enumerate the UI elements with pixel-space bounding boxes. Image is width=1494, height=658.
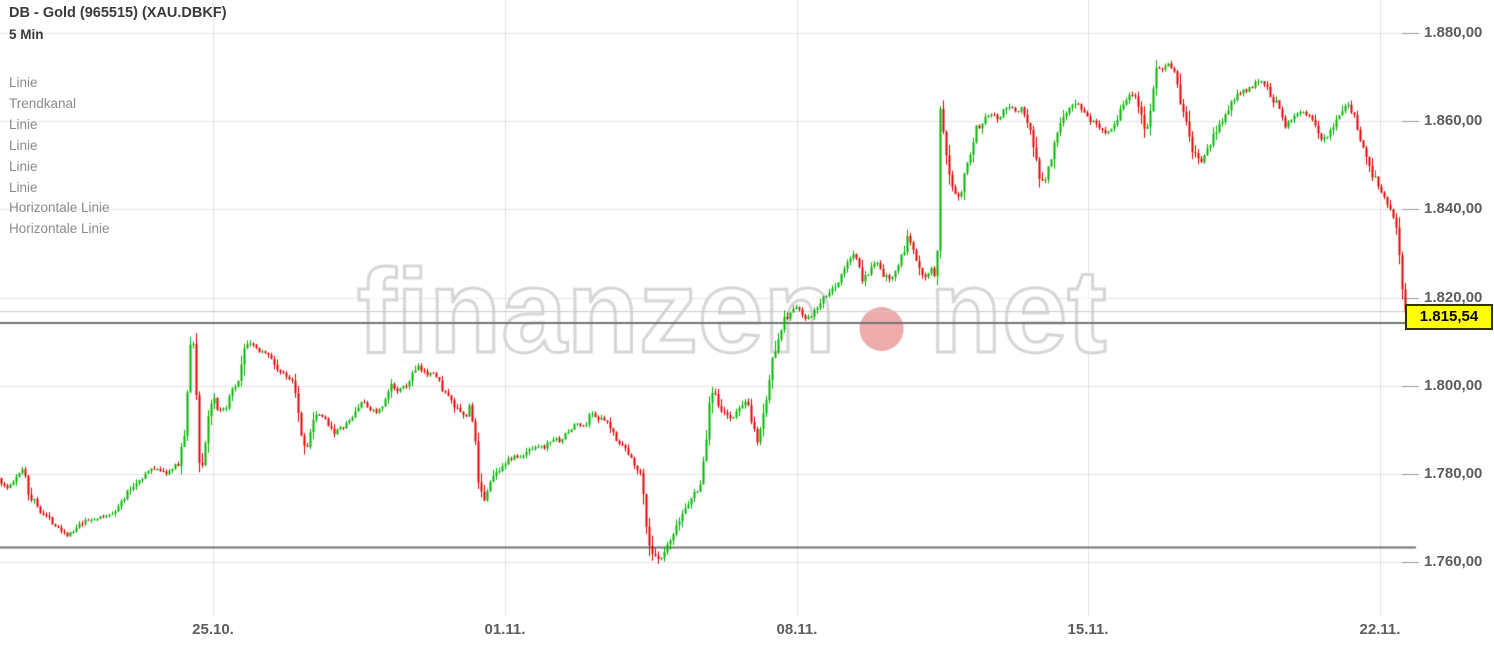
annotation-label: Horizontale Linie <box>9 221 110 237</box>
annotation-label: Trendkanal <box>9 95 77 111</box>
drawing-annotations-list: Linie Trendkanal Linie Linie Linie Linie Horiz… <box>9 73 110 240</box>
x-axis-label: 25.10. <box>192 621 234 638</box>
annotation-label: Linie <box>9 75 38 90</box>
annotation-label: Linie <box>9 179 38 195</box>
annotation-label: Linie <box>9 116 38 132</box>
y-axis-label: 1.860,00 <box>1424 112 1483 130</box>
y-axis-label: 1.760,00 <box>1424 553 1483 571</box>
y-axis-label: 1.840,00 <box>1424 200 1483 218</box>
y-axis-label: 1.800,00 <box>1424 376 1483 394</box>
page-title: DB - Gold (965515) (XAU.DBKF) <box>9 5 227 21</box>
chart-interval-label: 5 Min <box>9 27 44 42</box>
y-axis-label: 1.780,00 <box>1424 464 1483 482</box>
y-axis-label: 1.880,00 <box>1424 24 1483 42</box>
annotation-label: Horizontale Linie <box>9 200 110 216</box>
y-axis-label: 1.820,00 <box>1424 288 1483 306</box>
x-axis-label: 15.11. <box>1067 621 1109 638</box>
last-price-badge: 1.815,54 <box>1405 304 1493 330</box>
x-axis-label: 22.11. <box>1359 621 1401 638</box>
x-axis-label: 08.11. <box>776 621 818 638</box>
annotation-label: Linie <box>9 137 38 153</box>
annotation-label: Linie <box>9 158 38 174</box>
x-axis-label: 01.11. <box>484 621 526 638</box>
